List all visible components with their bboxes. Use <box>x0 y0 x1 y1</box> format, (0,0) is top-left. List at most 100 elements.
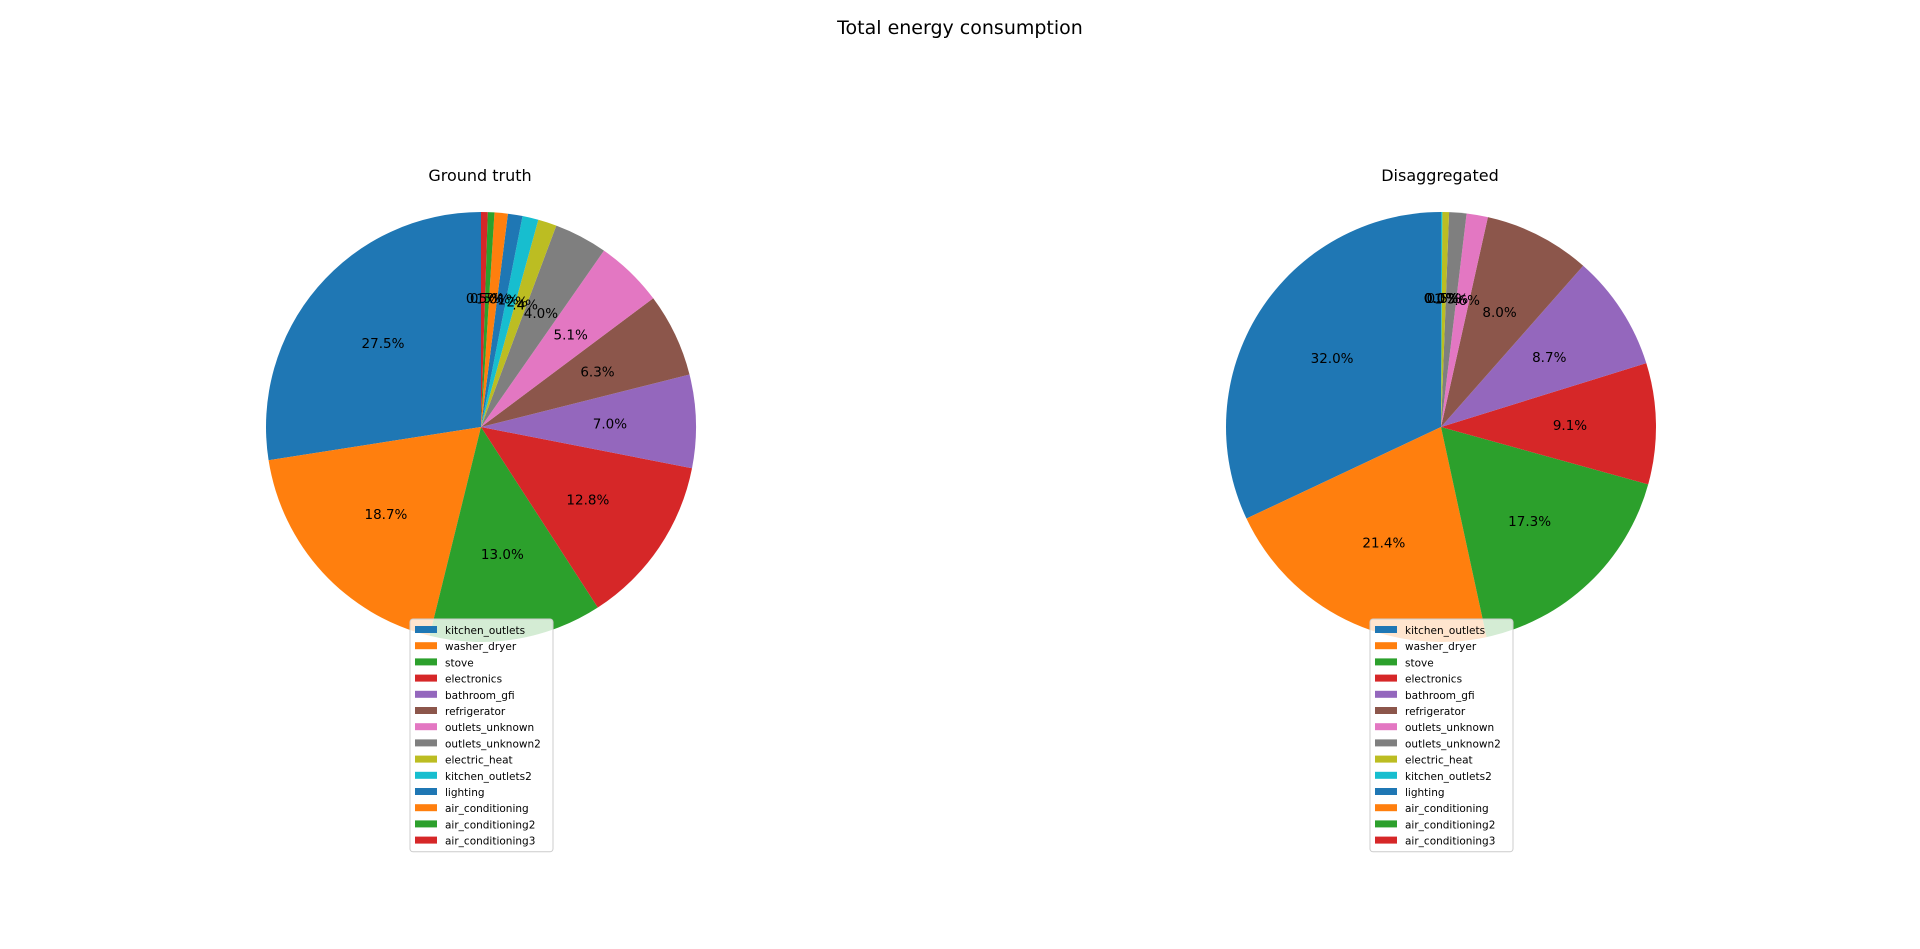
pie-slice-gt-outlets-unknown2 <box>481 225 604 427</box>
pie-slice-gt-stove <box>429 427 598 642</box>
legend-swatch-dis-stove <box>1375 658 1397 666</box>
legend-swatch-dis-air-conditioning3 <box>1375 836 1397 844</box>
pct-label-dis-kitchen-outlets2: 0.1% <box>1424 291 1458 307</box>
legend-swatch-dis-air-conditioning2 <box>1375 820 1397 828</box>
legend-label-gt-bathroom-gfi: bathroom_gfi <box>445 690 515 702</box>
legend-swatch-gt-electric-heat <box>415 755 437 763</box>
pct-label-gt-bathroom-gfi: 7.0% <box>593 417 627 433</box>
pct-label-dis-kitchen-outlets: 32.0% <box>1311 351 1354 367</box>
legend-swatch-dis-refrigerator <box>1375 707 1397 714</box>
pie-slice-gt-washer-dryer <box>268 427 481 636</box>
legend-swatch-gt-air-conditioning <box>415 804 437 812</box>
pie-slice-dis-outlets-unknown2 <box>1441 212 1467 427</box>
pct-label-dis-air-conditioning3: 0.0% <box>1424 291 1458 307</box>
pie-slice-dis-stove <box>1441 427 1649 638</box>
pie-slice-gt-kitchen-outlets2 <box>481 216 539 427</box>
pie-slice-dis-electronics <box>1441 363 1657 485</box>
legend-swatch-dis-electronics <box>1375 674 1397 682</box>
legend-swatch-dis-bathroom-gfi <box>1375 690 1397 698</box>
pct-label-dis-bathroom-gfi: 8.7% <box>1532 350 1566 366</box>
legend-label-dis-electric-heat: electric_heat <box>1405 755 1473 767</box>
pct-label-dis-electronics: 9.1% <box>1553 418 1587 434</box>
legend-swatch-gt-washer-dryer <box>415 642 437 650</box>
pct-label-dis-air-conditioning2: 0.0% <box>1424 291 1458 307</box>
legend-label-dis-air-conditioning3: air_conditioning3 <box>1405 836 1495 848</box>
pie-slice-gt-electronics <box>481 427 693 608</box>
legend-label-dis-electronics: electronics <box>1405 674 1462 686</box>
legend-swatch-gt-kitchen-outlets2 <box>415 771 437 779</box>
legend-label-dis-outlets-unknown2: outlets_unknown2 <box>1405 738 1501 750</box>
legend-swatch-gt-kitchen-outlets <box>415 626 437 633</box>
legend-swatch-dis-outlets-unknown2 <box>1375 739 1397 747</box>
legend-swatch-dis-air-conditioning <box>1375 804 1397 812</box>
pct-label-dis-air-conditioning: 0.0% <box>1424 291 1458 307</box>
legend-label-gt-kitchen-outlets: kitchen_outlets <box>445 625 525 637</box>
pie-slice-dis-bathroom-gfi <box>1441 265 1647 427</box>
legend-label-dis-kitchen-outlets2: kitchen_outlets2 <box>1405 771 1492 783</box>
pie-slice-gt-lighting <box>481 213 523 427</box>
legend-swatch-dis-lighting <box>1375 788 1397 795</box>
pie-slice-dis-washer-dryer <box>1246 427 1487 642</box>
pct-label-dis-washer-dryer: 21.4% <box>1362 536 1405 552</box>
legend-dis <box>1369 618 1514 853</box>
chart-title-ground-truth: Ground truth <box>428 166 531 185</box>
pct-label-gt-electronics: 12.8% <box>566 492 609 508</box>
legend-swatch-gt-air-conditioning3 <box>415 836 437 844</box>
legend-label-gt-stove: stove <box>445 657 474 669</box>
pct-label-dis-refrigerator: 8.0% <box>1482 305 1516 321</box>
legend-swatch-gt-stove <box>415 658 437 666</box>
pct-label-gt-air-conditioning2: 0.5% <box>470 291 504 307</box>
legend-label-gt-lighting: lighting <box>445 787 485 799</box>
legend-swatch-dis-outlets-unknown <box>1375 723 1397 731</box>
legend-label-dis-air-conditioning2: air_conditioning2 <box>1405 819 1495 831</box>
pie-slice-gt-kitchen-outlets <box>266 212 481 461</box>
pie-slice-gt-electric-heat <box>481 219 557 427</box>
legend-label-dis-washer-dryer: washer_dryer <box>1405 641 1477 653</box>
pie-slice-gt-air-conditioning <box>481 212 508 427</box>
pie-slice-dis-kitchen-outlets <box>1225 212 1441 519</box>
legend-label-dis-bathroom-gfi: bathroom_gfi <box>1405 690 1475 702</box>
legend-label-gt-electric-heat: electric_heat <box>445 755 513 767</box>
legend-swatch-dis-kitchen-outlets2 <box>1375 771 1397 779</box>
pie-slice-dis-refrigerator <box>1441 217 1584 427</box>
legend-swatch-dis-electric-heat <box>1375 755 1397 763</box>
legend-label-dis-outlets-unknown: outlets_unknown <box>1405 722 1494 734</box>
legend-label-gt-refrigerator: refrigerator <box>445 706 506 718</box>
legend-swatch-gt-outlets-unknown <box>415 723 437 731</box>
pct-label-gt-outlets-unknown2: 4.0% <box>524 306 558 322</box>
legend-label-dis-kitchen-outlets: kitchen_outlets <box>1405 625 1485 637</box>
legend-gt <box>409 618 554 853</box>
pie-slice-gt-refrigerator <box>481 298 690 427</box>
pct-label-gt-kitchen-outlets: 27.5% <box>362 336 405 352</box>
legend-label-dis-stove: stove <box>1405 657 1434 669</box>
legend-label-gt-outlets-unknown: outlets_unknown <box>445 722 534 734</box>
pct-label-gt-refrigerator: 6.3% <box>580 365 614 381</box>
pie-slice-gt-outlets-unknown <box>481 250 654 427</box>
legend-swatch-gt-outlets-unknown2 <box>415 739 437 747</box>
legend-swatch-dis-kitchen-outlets <box>1375 626 1397 633</box>
pct-label-dis-stove: 17.3% <box>1508 514 1551 530</box>
pct-label-gt-outlets-unknown: 5.1% <box>554 327 588 343</box>
legend-label-gt-electronics: electronics <box>445 674 502 686</box>
legend-label-gt-air-conditioning: air_conditioning <box>445 803 529 815</box>
legend-swatch-gt-bathroom-gfi <box>415 690 437 698</box>
legend-label-dis-refrigerator: refrigerator <box>1405 706 1466 718</box>
pie-slice-gt-air-conditioning3 <box>481 212 488 427</box>
legend-label-gt-air-conditioning2: air_conditioning2 <box>445 819 535 831</box>
pct-label-dis-electric-heat: 0.5% <box>1427 291 1461 307</box>
pie-slice-dis-outlets-unknown <box>1441 213 1488 427</box>
pie-slice-gt-bathroom-gfi <box>481 374 697 469</box>
pct-label-dis-lighting: 0.0% <box>1424 291 1458 307</box>
legend-label-gt-washer-dryer: washer_dryer <box>445 641 517 653</box>
legend-swatch-dis-washer-dryer <box>1375 642 1397 650</box>
pct-label-gt-stove: 13.0% <box>481 547 524 563</box>
pct-label-gt-air-conditioning3: 0.5% <box>466 291 500 307</box>
pie-slice-dis-electric-heat <box>1441 212 1450 427</box>
legend-label-dis-air-conditioning: air_conditioning <box>1405 803 1489 815</box>
pie-chart-disaggregated: Disaggregated 32.0% 21.4% 17.3% 9.1% 8.7% 8.0… <box>1225 166 1657 853</box>
legend-swatch-gt-refrigerator <box>415 707 437 714</box>
legend-label-dis-lighting: lighting <box>1405 787 1445 799</box>
chart-title-disaggregated: Disaggregated <box>1381 166 1499 185</box>
legend-swatch-gt-lighting <box>415 788 437 795</box>
